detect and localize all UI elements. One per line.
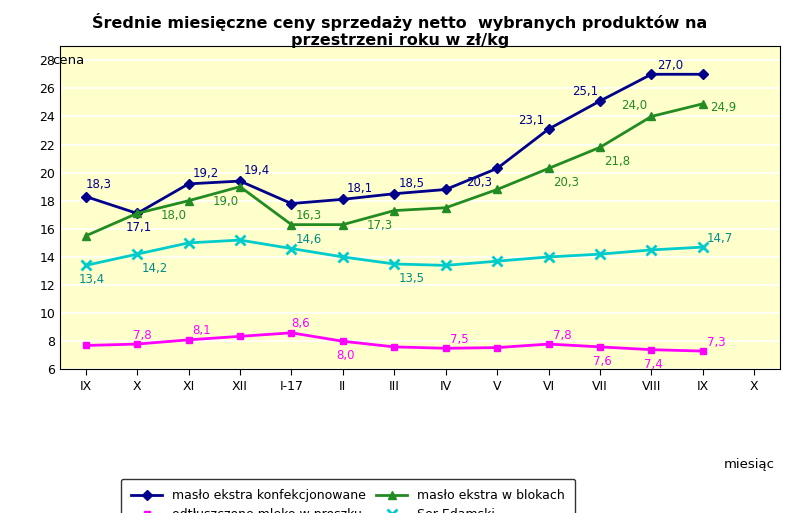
Legend: masło ekstra konfekcjonowane, odtłuszczone mleko w proszku, masło ekstra w bloka: masło ekstra konfekcjonowane, odtłuszczo…: [121, 479, 575, 513]
Text: 7,8: 7,8: [553, 328, 571, 342]
Text: 23,1: 23,1: [518, 113, 544, 127]
Text: 13,5: 13,5: [398, 272, 425, 285]
Text: 16,3: 16,3: [295, 209, 322, 222]
Text: 25,1: 25,1: [572, 86, 598, 98]
Text: Średnie miesięczne ceny sprzedaży netto  wybranych produktów na: Średnie miesięczne ceny sprzedaży netto …: [92, 13, 708, 31]
Text: 24,0: 24,0: [621, 100, 647, 112]
Text: 8,6: 8,6: [291, 317, 310, 330]
Text: 18,5: 18,5: [398, 177, 425, 190]
Text: 17,3: 17,3: [366, 219, 393, 232]
Text: miesiąc: miesiąc: [724, 458, 775, 471]
Text: 7,8: 7,8: [133, 328, 152, 342]
Text: przestrzeni roku w zł/kg: przestrzeni roku w zł/kg: [291, 33, 509, 48]
Text: 7,4: 7,4: [645, 358, 663, 371]
Text: 14,2: 14,2: [142, 262, 167, 275]
Text: 8,1: 8,1: [193, 324, 211, 337]
Text: 8,0: 8,0: [336, 349, 354, 362]
Text: 13,4: 13,4: [78, 273, 105, 286]
Text: 7,3: 7,3: [707, 336, 726, 348]
Text: 19,0: 19,0: [212, 195, 238, 208]
Text: 18,3: 18,3: [86, 178, 112, 191]
Text: 20,3: 20,3: [553, 176, 578, 189]
Text: 14,6: 14,6: [295, 233, 322, 246]
Text: 27,0: 27,0: [657, 58, 683, 72]
Text: 7,5: 7,5: [450, 333, 469, 346]
Text: 17,1: 17,1: [126, 222, 152, 234]
Text: 18,1: 18,1: [347, 183, 373, 195]
Text: 24,9: 24,9: [710, 101, 736, 114]
Text: 7,6: 7,6: [593, 355, 612, 368]
Text: 19,2: 19,2: [193, 167, 219, 180]
Text: 14,7: 14,7: [707, 231, 734, 245]
Text: cena: cena: [52, 54, 84, 67]
Text: 21,8: 21,8: [604, 155, 630, 168]
Text: 18,0: 18,0: [161, 209, 186, 222]
Text: 20,3: 20,3: [466, 176, 493, 189]
Text: 19,4: 19,4: [244, 164, 270, 177]
